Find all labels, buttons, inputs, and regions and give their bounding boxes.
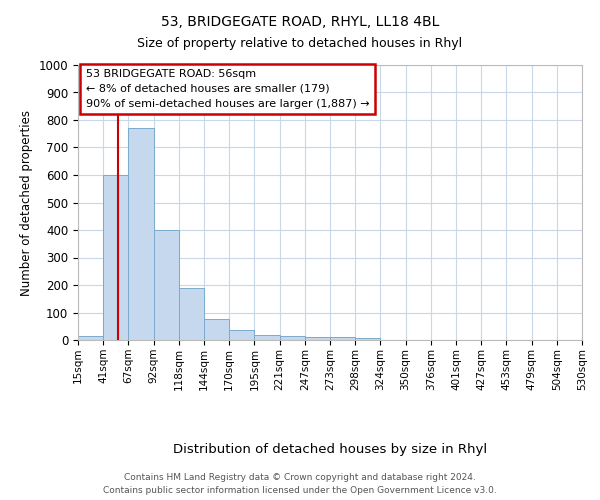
Text: Size of property relative to detached houses in Rhyl: Size of property relative to detached ho…	[137, 38, 463, 51]
Bar	[355, 338, 380, 340]
Bar	[204, 320, 229, 340]
Bar	[128, 128, 154, 340]
Bar	[280, 336, 305, 340]
Bar	[229, 330, 254, 340]
Y-axis label: Number of detached properties: Number of detached properties	[20, 110, 33, 296]
Bar	[154, 230, 179, 340]
Bar	[103, 175, 128, 340]
Bar	[330, 338, 355, 340]
Text: 53 BRIDGEGATE ROAD: 56sqm
← 8% of detached houses are smaller (179)
90% of semi-: 53 BRIDGEGATE ROAD: 56sqm ← 8% of detach…	[86, 69, 369, 108]
Text: Contains HM Land Registry data © Crown copyright and database right 2024.: Contains HM Land Registry data © Crown c…	[124, 472, 476, 482]
Bar	[305, 336, 330, 340]
Bar	[254, 335, 280, 340]
Text: Distribution of detached houses by size in Rhyl: Distribution of detached houses by size …	[173, 442, 487, 456]
Bar	[78, 336, 103, 340]
Text: Contains public sector information licensed under the Open Government Licence v3: Contains public sector information licen…	[103, 486, 497, 495]
Bar	[179, 288, 204, 340]
Text: 53, BRIDGEGATE ROAD, RHYL, LL18 4BL: 53, BRIDGEGATE ROAD, RHYL, LL18 4BL	[161, 15, 439, 29]
